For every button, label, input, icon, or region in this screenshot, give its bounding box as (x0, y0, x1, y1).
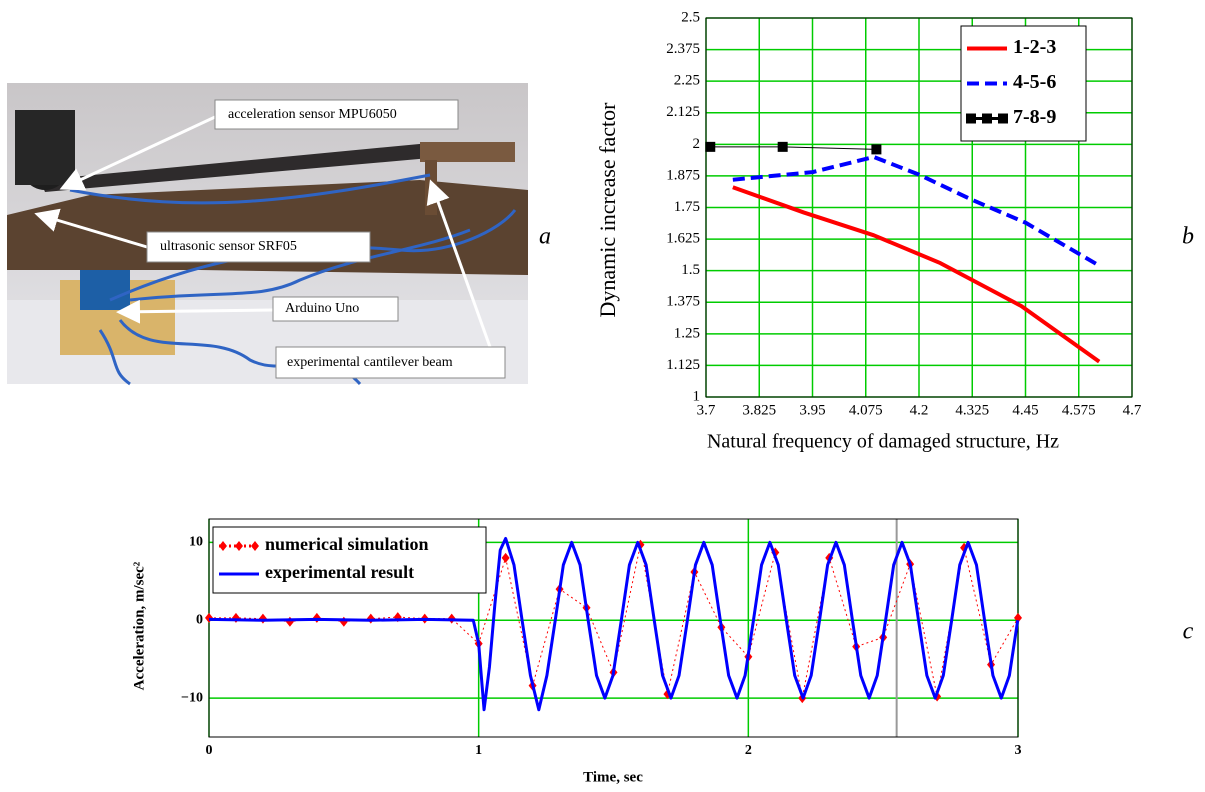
series-line (732, 154, 1101, 268)
marker (219, 541, 227, 551)
y-tick-label: 1.375 (666, 294, 700, 310)
y-tick-label: 10 (189, 535, 203, 550)
photo-weight-body (15, 110, 75, 185)
x-tick-label: 3.95 (799, 402, 825, 418)
x-tick-label: 3 (1015, 743, 1022, 758)
photo-post (425, 160, 437, 215)
x-tick-label: 1 (475, 743, 482, 758)
y-tick-label: 1.625 (666, 231, 700, 247)
marker (777, 141, 788, 152)
marker (871, 144, 882, 155)
legend-label: numerical simulation (265, 534, 429, 554)
series-line (208, 536, 1020, 712)
marker (235, 541, 243, 551)
y-tick-label: 1 (693, 388, 701, 404)
y-tick-label: 0 (196, 612, 203, 627)
callout-box (146, 231, 371, 263)
marker (251, 541, 259, 551)
y-tick-label: 1.5 (681, 262, 700, 278)
photo-beam (40, 143, 430, 192)
y-tick-label: 1.75 (674, 199, 700, 215)
panel-label: c (1183, 619, 1194, 645)
legend-box (212, 526, 487, 594)
photo-arrows (34, 115, 492, 348)
y-tick-label: 1.25 (674, 325, 700, 341)
y-tick-label: −10 (181, 690, 203, 705)
y-tick-label: 2.25 (674, 73, 700, 89)
legend-label: experimental result (265, 562, 414, 582)
marker (501, 552, 510, 563)
y-axis-label: Acceleration, m/sec² (131, 561, 147, 690)
photo-callouts: acceleration sensor MPU6050 ultrasonic s… (146, 99, 506, 379)
y-tick-label: 2.5 (681, 9, 700, 25)
callout-label: ultrasonic sensor SRF05 (160, 239, 297, 254)
plot-border (705, 17, 1133, 398)
series-line (732, 185, 1101, 364)
y-tick-label: 2 (693, 136, 701, 152)
photo-clamp (420, 142, 515, 162)
x-axis-label: Natural frequency of damaged structure, … (707, 431, 1059, 453)
callout-label: experimental cantilever beam (287, 355, 453, 370)
marker (705, 141, 716, 152)
callout-box (275, 346, 506, 379)
legend-box (960, 25, 1087, 142)
x-tick-label: 4.2 (910, 402, 929, 418)
y-tick-label: 2.375 (666, 41, 700, 57)
callout-box (214, 99, 459, 130)
marker (1014, 612, 1022, 623)
photo-arduino (80, 270, 130, 310)
marker (982, 113, 992, 124)
marker (966, 113, 976, 124)
x-tick-label: 4.075 (849, 402, 883, 418)
callout-label: acceleration sensor MPU6050 (228, 107, 397, 122)
x-axis-label: Time, sec (583, 769, 643, 785)
legend-label: 1-2-3 (1013, 36, 1056, 58)
y-tick-label: 1.875 (666, 167, 700, 183)
callout-label: Arduino Uno (285, 301, 359, 316)
y-tick-label: 2.125 (666, 104, 700, 120)
x-tick-label: 3.7 (697, 402, 716, 418)
y-axis-label: Dynamic increase factor (595, 102, 620, 318)
x-tick-label: 3.825 (742, 402, 776, 418)
panel-label: a (539, 224, 551, 250)
y-tick-label: 1.125 (666, 357, 700, 373)
marker (998, 113, 1008, 124)
x-tick-label: 4.7 (1123, 402, 1142, 418)
photo: acceleration sensor MPU6050 ultrasonic s… (7, 83, 528, 386)
legend-label: 7-8-9 (1013, 106, 1056, 128)
x-tick-label: 4.325 (955, 402, 989, 418)
legend-label: 4-5-6 (1013, 71, 1056, 93)
x-tick-label: 4.575 (1062, 402, 1096, 418)
callout-box (272, 296, 399, 322)
x-tick-label: 2 (745, 743, 752, 758)
x-tick-label: 0 (206, 743, 213, 758)
x-tick-label: 4.45 (1012, 402, 1038, 418)
panel-label: b (1182, 224, 1194, 250)
